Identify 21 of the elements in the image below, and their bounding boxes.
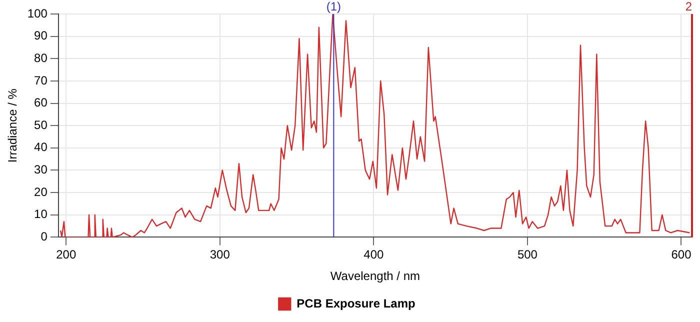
y-tick-label: 90 (34, 28, 48, 43)
y-tick-label: 0 (40, 230, 48, 244)
y-tick-label: 70 (34, 73, 48, 88)
x-tick-label: 400 (364, 248, 384, 262)
x-tick-label: 200 (56, 248, 76, 262)
y-tick-label: 20 (34, 184, 48, 199)
y-tick-label: 100 (27, 6, 48, 20)
y-tick-label: 10 (34, 207, 48, 222)
x-tick-label: 300 (210, 248, 230, 262)
y-tick-label: 80 (34, 50, 48, 65)
y-axis-title: Irradiance / % (6, 88, 20, 163)
x-tick-label: 500 (517, 248, 538, 262)
y-tick-label: 50 (34, 118, 48, 132)
x-tick-label: 600 (671, 248, 692, 262)
annotation: 2 (685, 0, 692, 14)
y-tick-label: 30 (34, 162, 48, 177)
y-tick-label: 60 (34, 96, 48, 110)
y-tick-label: 40 (34, 140, 48, 154)
legend-label: PCB Exposure Lamp (296, 296, 416, 310)
x-axis-title: Wavelength / nm (330, 269, 420, 284)
annotation: (1) (326, 0, 342, 14)
